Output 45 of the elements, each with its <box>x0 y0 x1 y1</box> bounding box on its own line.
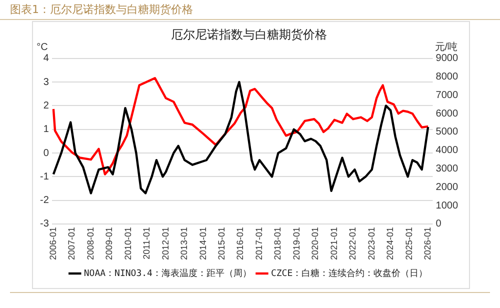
y-tick-label: 1 <box>43 124 50 136</box>
chart-title: 图表1：厄尔尼诺指数与白糖期货价格 <box>0 0 500 20</box>
y2-tick-label: 8000 <box>436 72 458 83</box>
legend-label: NOAA：NINO3.4：海表温度：距平（周） <box>84 268 252 279</box>
x-tick-label: 2012-01 <box>160 226 170 260</box>
y2-tick-label: 7000 <box>436 90 458 101</box>
y2-tick-label: 6000 <box>436 108 458 120</box>
x-tick-label: 2017-01 <box>254 226 264 260</box>
y2-tick-label: 1000 <box>436 200 458 212</box>
x-tick-label: 2023-01 <box>366 226 376 260</box>
x-tick-label: 2016-01 <box>235 226 246 260</box>
x-tick-label: 2013-01 <box>179 226 190 260</box>
y-tick-label: -1 <box>40 171 50 182</box>
x-tick-label: 2010-01 <box>122 226 133 260</box>
x-tick-label: 2006-01 <box>48 226 58 260</box>
x-tick-label: 2009-01 <box>104 226 114 260</box>
chart-subtitle: 厄尔尼诺指数与白糖期货价格 <box>171 27 327 42</box>
y2-tick-label: 5000 <box>436 126 458 138</box>
x-tick-label: 2015-01 <box>216 226 227 260</box>
x-tick-label: 2021-01 <box>328 226 339 260</box>
y2-axis-title: 元/吨 <box>434 41 458 54</box>
y-axis-title: °C <box>36 42 48 54</box>
x-tick-label: 2014-01 <box>198 226 208 260</box>
x-tick-label: 2008-01 <box>85 226 96 260</box>
x-tick-label: 2018-01 <box>272 226 283 260</box>
y-tick-label: 2 <box>43 100 50 112</box>
x-tick-label: 2011-01 <box>142 226 152 260</box>
x-tick-label: 2022-01 <box>348 226 358 260</box>
x-tick-label: 2025-01 <box>404 226 414 260</box>
x-tick-label: 2026-01 <box>422 226 433 260</box>
x-tick-label: 2024-01 <box>385 226 396 260</box>
y-tick-label: -3 <box>40 218 50 230</box>
legend-label: CZCE：白糖：连续合约：收盘价（日） <box>270 268 428 279</box>
y2-tick-label: 2000 <box>436 182 458 193</box>
y2-tick-label: 9000 <box>436 53 458 64</box>
y2-tick-label: 4000 <box>436 145 458 156</box>
y-tick-label: 4 <box>43 53 50 64</box>
x-tick-label: 2007-01 <box>66 226 77 260</box>
y2-tick-label: 3000 <box>436 164 458 175</box>
x-tick-label: 2019-01 <box>291 226 302 260</box>
y-tick-label: -2 <box>40 195 50 206</box>
y-tick-label: 3 <box>43 76 50 88</box>
x-tick-label: 2020-01 <box>310 226 320 260</box>
y2-tick-label: 0 <box>436 218 442 230</box>
y-tick-label: 0 <box>43 148 50 159</box>
